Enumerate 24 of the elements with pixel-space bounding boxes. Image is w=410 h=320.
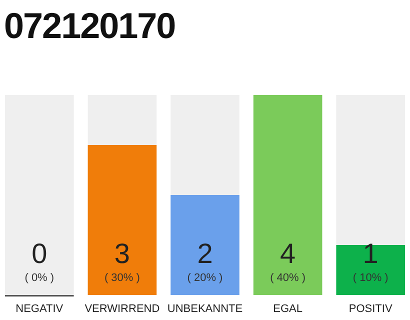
- bar: [336, 245, 405, 295]
- data-label: 3: [114, 238, 130, 269]
- annotation: ( 0% ): [24, 272, 54, 284]
- chart-title: 072120170: [4, 5, 176, 46]
- annotation: ( 30% ): [104, 272, 140, 284]
- bar: [253, 95, 322, 295]
- bar: [170, 195, 240, 295]
- annotation: ( 10% ): [352, 272, 388, 284]
- bar: [88, 145, 157, 295]
- bar: [336, 95, 405, 245]
- x-tick-label: VERWIRREND: [84, 303, 160, 315]
- x-tick-label: POSITIV: [348, 303, 393, 315]
- x-tick-label: NEGATIV: [16, 303, 64, 315]
- annotation: ( 40% ): [270, 272, 306, 284]
- data-label: 2: [197, 238, 213, 269]
- x-tick-label: EGAL: [273, 303, 302, 315]
- annotation: ( 20% ): [187, 272, 223, 284]
- data-label: 1: [362, 238, 378, 269]
- data-label: 4: [280, 238, 296, 269]
- data-label: 0: [32, 238, 48, 269]
- x-tick-label: UNBEKANNTE: [167, 303, 243, 315]
- bar: [170, 95, 240, 195]
- bar: [5, 95, 74, 295]
- bar: [88, 95, 157, 145]
